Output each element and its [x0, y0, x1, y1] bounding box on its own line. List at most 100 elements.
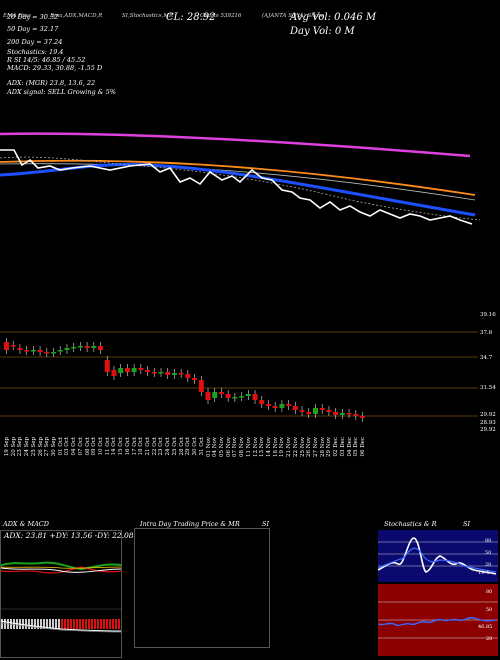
candle-body	[326, 410, 332, 412]
ema-50-day: 50 Day = 32.17	[7, 25, 59, 33]
stoch-k-line	[378, 537, 497, 575]
candles-group	[4, 338, 365, 422]
date-label: 11 Oct	[104, 437, 111, 456]
macd-bar	[40, 619, 42, 629]
candle-body	[57, 350, 63, 352]
date-label: 18 Nov	[272, 437, 279, 457]
date-label: 31 Oct	[198, 437, 205, 456]
macd-bar	[109, 619, 111, 629]
candle-body	[353, 414, 359, 416]
date-label: 13 Nov	[259, 437, 266, 457]
candle-body	[339, 413, 345, 415]
adx-panel: ADX: 23.81 +DY: 13.56 -DY: 22.08	[0, 530, 134, 658]
macd-bar	[67, 619, 69, 629]
date-label: 05 Dec	[353, 437, 360, 457]
macd-bar	[25, 619, 27, 629]
date-label: 09 Oct	[91, 437, 98, 456]
ema-100-line	[0, 159, 476, 196]
date-label: 11 Nov	[245, 437, 252, 457]
date-label: 04 Dec	[346, 437, 353, 457]
date-label: 04 Oct	[71, 437, 78, 456]
candle-body	[91, 346, 97, 348]
date-label: 25 Oct	[171, 437, 178, 456]
candle-body	[30, 350, 36, 352]
date-label: 29 Oct	[185, 437, 192, 456]
candle-body	[252, 394, 258, 400]
macd-bar	[91, 619, 93, 629]
candle-body	[239, 396, 245, 398]
date-label: 27 Sep	[44, 437, 51, 457]
candle-body	[98, 346, 104, 350]
header-oscillators-label: SI,Stochastics,MR	[122, 13, 174, 19]
date-label: 15 Oct	[118, 437, 125, 456]
candle-body	[111, 370, 117, 376]
candle-body	[104, 360, 110, 372]
macd-bar	[94, 619, 96, 629]
candle-body	[37, 350, 43, 352]
candle-body	[272, 406, 278, 408]
macd-bar	[58, 619, 60, 629]
macd-bar	[70, 619, 72, 629]
intraday-si-title: SI	[262, 520, 270, 528]
price-axis-1: 37.6	[480, 330, 493, 336]
macd-bar	[4, 619, 6, 629]
rsi-chart	[378, 601, 498, 639]
date-label: 01 Oct	[57, 437, 64, 456]
macd-bar	[115, 619, 117, 629]
candle-body	[346, 413, 352, 415]
candle-body	[312, 408, 318, 414]
candle-body	[51, 352, 57, 354]
candle-body	[279, 404, 285, 408]
macd-bar	[97, 619, 99, 629]
date-label: 07 Oct	[77, 437, 84, 456]
ema-20-line	[0, 156, 481, 221]
macd-bar	[79, 619, 81, 629]
adx-yellow-line	[1, 566, 121, 569]
date-label: 14 Nov	[265, 437, 272, 457]
intraday-mr-title: Intra Day Trading Price & MR	[140, 520, 240, 528]
date-label: 26 Sep	[37, 437, 44, 457]
date-label: 26 Nov	[306, 437, 313, 457]
adx-line	[1, 567, 121, 573]
candle-body	[286, 404, 292, 406]
rsi-axis-80: 80	[486, 589, 493, 595]
date-label: 24 Sep	[24, 437, 31, 457]
adx-readout: ADX: 23.81 +DY: 13.56 -DY: 22.08	[4, 531, 134, 540]
candle-body	[71, 347, 77, 349]
candle-body	[198, 380, 204, 392]
macd-bar	[37, 619, 39, 629]
macd-bar	[73, 619, 75, 629]
candle-body	[360, 416, 365, 418]
candle-body	[265, 404, 271, 406]
candle-body	[145, 370, 151, 372]
date-label: 23 Sep	[17, 437, 24, 457]
date-label: 08 Nov	[239, 437, 246, 457]
close-price: CL: 28.92	[166, 12, 216, 23]
stochastics-chart	[378, 537, 498, 575]
candlestick-chart	[0, 331, 478, 422]
date-label: 12 Nov	[252, 437, 259, 457]
date-label: 25 Sep	[30, 437, 37, 457]
date-label: 22 Oct	[151, 437, 158, 456]
candle-body	[4, 342, 9, 350]
stochastics-si-title: SI	[463, 520, 471, 528]
candle-body	[24, 350, 30, 352]
ema-lines-chart	[0, 132, 481, 225]
candle-body	[232, 397, 238, 399]
candle-body	[306, 412, 312, 414]
price-axis-5: 28.93	[480, 420, 496, 426]
adx-value: ADX: (MGR) 23.8, 13.6, 22	[7, 79, 96, 87]
rsi-value: R SI 14/5: 46.85 / 45.52	[7, 56, 86, 64]
candle-body	[165, 372, 171, 375]
date-label: 28 Oct	[178, 437, 185, 456]
date-label: 25 Nov	[299, 437, 306, 457]
price-axis-6: 29.92	[480, 427, 496, 433]
price-close-line	[0, 149, 473, 225]
candle-body	[292, 406, 298, 410]
stochastics-panel: 80 50 20 19.4	[378, 530, 498, 582]
date-label: 21 Nov	[286, 437, 293, 457]
date-axis: 19 Sep 20 Sep 23 Sep 24 Sep 25 Sep 26 Sep 27 S…	[0, 437, 480, 477]
stoch-axis-50: 50	[485, 550, 492, 556]
candle-body	[205, 392, 211, 400]
macd-bar	[64, 619, 66, 629]
